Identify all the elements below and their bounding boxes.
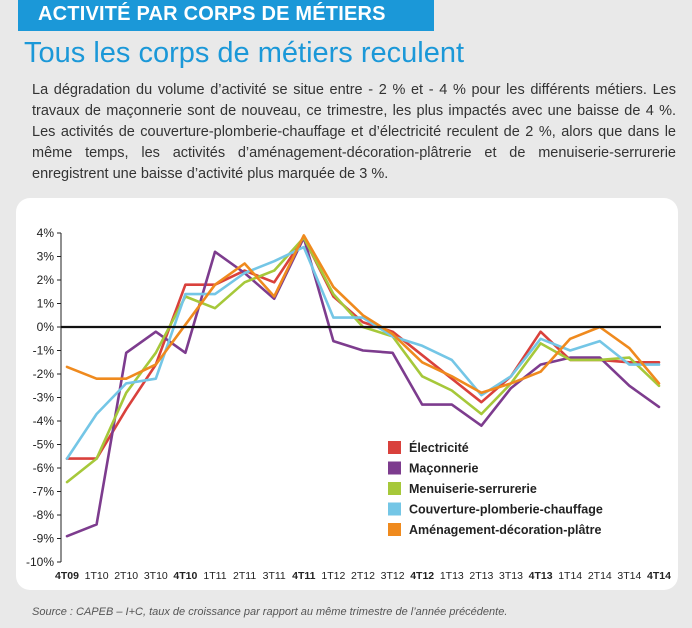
x-tick-label: 2T10 [114, 570, 138, 582]
x-tick-label: 1T12 [321, 570, 345, 582]
x-tick-label: 3T10 [144, 570, 168, 582]
series-line [65, 234, 661, 395]
y-tick-label: -10% [26, 555, 54, 569]
x-tick-label: 1T14 [558, 570, 582, 582]
x-tick-label: 1T11 [203, 570, 226, 582]
x-tick-label: 3T12 [381, 570, 405, 582]
legend-swatch [388, 461, 401, 475]
legend-label: Menuiserie-serrurerie [409, 482, 537, 496]
chart-container: 4% 3% 2% 1% 0% -1% -2% -3% -4% -5% -6% -7% -8% -9% -10… [16, 198, 678, 590]
legend-swatch [388, 482, 401, 495]
y-tick-label: 2% [37, 273, 55, 287]
y-tick-label: -5% [33, 438, 55, 452]
x-tick-label: 2T11 [233, 570, 256, 582]
x-tick-label: 4T10 [173, 570, 197, 582]
x-tick-label: 3T13 [499, 570, 523, 582]
y-tick-label: -2% [33, 367, 55, 381]
section-header-title: ACTIVITÉ PAR CORPS DE MÉTIERS [38, 3, 386, 25]
legend-swatch [388, 441, 401, 454]
y-tick-label: -6% [33, 461, 55, 475]
source-note: Source : CAPEB – I+C, taux de croissance… [32, 606, 508, 618]
series-line [65, 236, 661, 538]
y-tick-label: -4% [33, 414, 55, 428]
y-tick-label: 4% [37, 226, 55, 240]
y-tick-label: -7% [33, 485, 55, 499]
y-tick-label: -1% [33, 344, 55, 358]
headline: Tous les corps de métiers reculent [24, 37, 465, 69]
series-line [65, 236, 661, 484]
legend-label: Maçonnerie [409, 462, 479, 476]
x-tick-label: 1T13 [440, 570, 464, 582]
series-line [65, 236, 661, 460]
y-tick-label: -9% [33, 532, 55, 546]
x-tick-label: 4T11 [292, 570, 316, 582]
x-tick-label: 1T10 [85, 570, 109, 582]
y-tick-label: -8% [33, 508, 55, 522]
legend-swatch [388, 502, 401, 516]
x-tick-label: 4T09 [55, 570, 79, 582]
legend-label: Électricité [409, 440, 469, 455]
legend-label: Couverture-plomberie-chauffage [409, 503, 603, 517]
x-tick-label: 2T12 [351, 570, 375, 582]
x-tick-label: 2T14 [588, 570, 612, 582]
x-tick-label: 3T11 [263, 570, 286, 582]
y-tick-label: 0% [37, 320, 55, 334]
x-tick-label: 4T14 [647, 570, 671, 582]
y-tick-label: -3% [33, 391, 55, 405]
x-tick-label: 4T12 [410, 570, 434, 582]
line-chart: 4% 3% 2% 1% 0% -1% -2% -3% -4% -5% -6% -7% -8% -9% -10… [26, 226, 671, 582]
legend-label: Aménagement-décoration-plâtre [409, 523, 601, 537]
x-tick-label: 3T14 [617, 570, 641, 582]
intro-paragraph: La dégradation du volume d’activité se s… [32, 82, 676, 182]
x-tick-label: 2T13 [469, 570, 493, 582]
y-tick-label: 3% [37, 250, 55, 264]
section-header: ACTIVITÉ PAR CORPS DE MÉTIERS [18, 0, 434, 31]
legend-swatch [388, 523, 401, 536]
y-tick-label: 1% [37, 297, 55, 311]
x-tick-label: 4T13 [529, 570, 553, 582]
